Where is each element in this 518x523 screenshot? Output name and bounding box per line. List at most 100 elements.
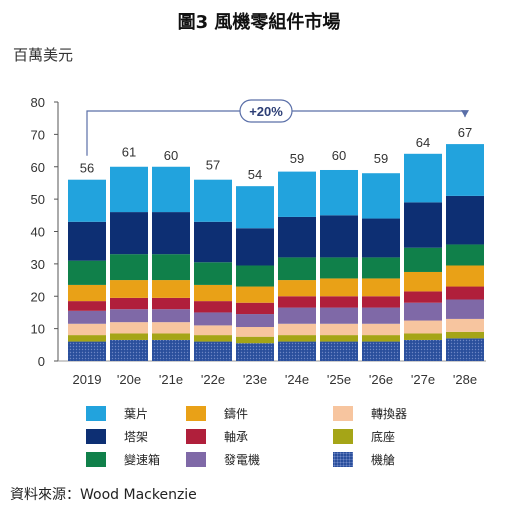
bar-segment (278, 296, 316, 308)
total-label: 56 (80, 161, 94, 176)
total-label: 57 (206, 157, 220, 172)
total-labels: 56 61 60 57 54 59 60 59 64 67 (80, 125, 472, 182)
bar-segment (320, 257, 358, 279)
bar-segment (362, 307, 400, 324)
y-tick-label: 80 (31, 95, 45, 110)
bar-segment (110, 297, 148, 310)
bar-segment (404, 202, 442, 248)
bar-segment (278, 216, 316, 258)
bar-segment (446, 331, 484, 339)
bar-segment (68, 335, 106, 342)
x-tick-label: '23e (243, 372, 267, 387)
bar-segment (110, 322, 148, 334)
bar-segment (194, 301, 232, 313)
total-label: 60 (332, 148, 346, 163)
x-tick-label: '26e (369, 372, 393, 387)
bar-segment (278, 341, 316, 361)
bar-segment (68, 260, 106, 285)
bar-stack (194, 179, 232, 361)
bar-segment (110, 333, 148, 340)
y-tick-label: 60 (31, 160, 45, 175)
bar-segment (278, 257, 316, 281)
bar-stack (278, 171, 316, 361)
y-tick-label: 20 (31, 289, 45, 304)
x-tick-label: '22e (201, 372, 225, 387)
bar-segment (404, 302, 442, 321)
bar-segment (320, 335, 358, 342)
bar-segment (236, 327, 274, 337)
y-tick-label: 30 (31, 257, 45, 272)
bar-segment (194, 341, 232, 361)
annotation-arrowhead (461, 110, 469, 118)
bar-segment (110, 339, 148, 361)
y-tick-label: 70 (31, 127, 45, 142)
bar-segment (236, 336, 274, 344)
bar-segment (362, 296, 400, 308)
bar-segment (68, 310, 106, 324)
bar-segment (68, 179, 106, 222)
source-note: 資料來源：Wood Mackenzie (10, 487, 197, 503)
bar-segment (362, 278, 400, 297)
bar-segment (404, 320, 442, 334)
bar-segment (194, 262, 232, 285)
bar-segment (404, 333, 442, 340)
bar-segment (446, 265, 484, 287)
bar-segment (446, 195, 484, 245)
bar-segment (110, 280, 148, 298)
bar-segment (152, 297, 190, 310)
bar-stack (110, 166, 148, 361)
bar-segment (446, 338, 484, 361)
bar-segment (236, 186, 274, 229)
bar-segment (446, 299, 484, 319)
bar-segment (152, 309, 190, 323)
bar-segment (320, 215, 358, 258)
bar-segment (278, 335, 316, 342)
bar-stack (68, 179, 106, 361)
bar-stack (236, 186, 274, 361)
bar-segment (404, 247, 442, 272)
x-tick-label: 2019 (73, 372, 102, 387)
bar-segment (320, 169, 358, 216)
total-label: 64 (416, 135, 430, 150)
annotation-text: +20% (249, 104, 283, 119)
bar-segment (404, 291, 442, 303)
bar-segment (320, 307, 358, 324)
bar-segment (236, 265, 274, 287)
bar-segment (152, 280, 190, 298)
bar-segment (320, 323, 358, 336)
x-tick-label: '25e (327, 372, 351, 387)
bars (68, 144, 484, 361)
y-tick-label: 10 (31, 322, 45, 337)
y-tick-label: 0 (38, 354, 45, 369)
bar-segment (446, 144, 484, 196)
bar-segment (362, 218, 400, 258)
total-label: 67 (458, 125, 472, 140)
x-tick-label: '27e (411, 372, 435, 387)
x-tick-label: '20e (117, 372, 141, 387)
bar-segment (110, 254, 148, 281)
bar-segment (278, 280, 316, 297)
bar-segment (320, 296, 358, 308)
chart-title: 圖3 風機零組件市場 (177, 12, 341, 33)
x-tick-label: '24e (285, 372, 309, 387)
bar-segment (446, 286, 484, 300)
bar-segment (446, 244, 484, 266)
bar-segment (278, 323, 316, 336)
bar-segment (194, 325, 232, 336)
bar-segment (110, 309, 148, 323)
total-label: 60 (164, 148, 178, 163)
bar-segment (446, 318, 484, 332)
bar-segment (236, 343, 274, 361)
bar-segment (362, 257, 400, 279)
total-label: 54 (248, 167, 262, 182)
total-label: 59 (290, 151, 304, 166)
bar-segment (152, 166, 190, 213)
bar-segment (362, 323, 400, 336)
bar-segment (194, 179, 232, 222)
bar-segment (152, 254, 190, 281)
bar-segment (152, 212, 190, 255)
bar-segment (278, 307, 316, 324)
bar-segment (68, 301, 106, 311)
bar-stack (446, 144, 484, 361)
total-label: 61 (122, 145, 136, 160)
